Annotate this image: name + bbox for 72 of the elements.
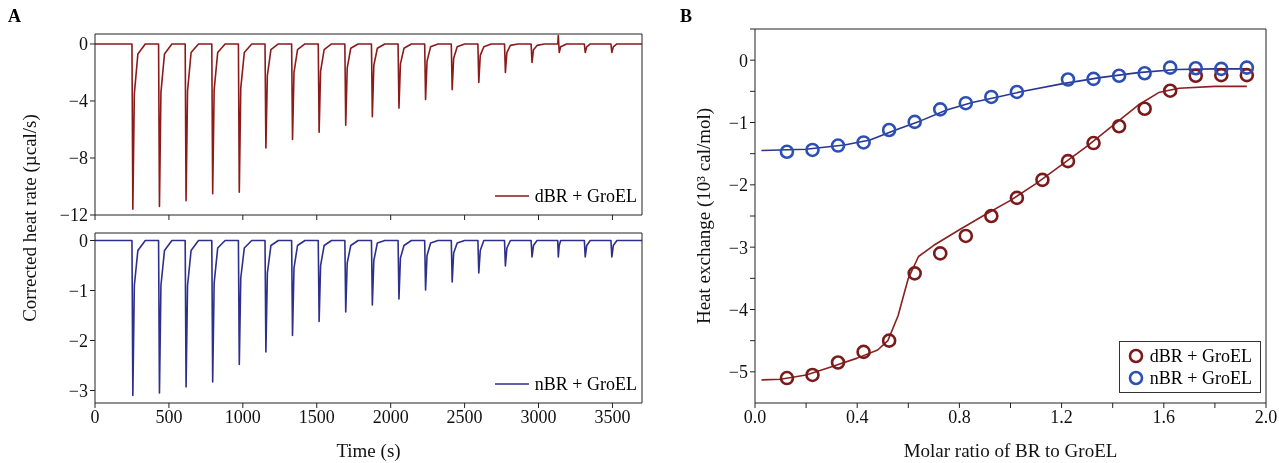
point xyxy=(984,89,999,105)
x-tick-label: 2.0 xyxy=(1254,406,1278,427)
x-axis-title: Molar ratio of BR to GroEL xyxy=(903,440,1118,461)
point xyxy=(779,370,795,386)
y-tick-label: 0 xyxy=(739,50,748,71)
legend-label: nBR + GroEL xyxy=(534,373,637,395)
y-tick-label: −4 xyxy=(68,91,88,112)
x-tick-label: 1.6 xyxy=(1152,406,1176,427)
y-tick-label: −2 xyxy=(68,330,88,351)
x-tick-label: 1000 xyxy=(224,406,261,427)
point xyxy=(1137,101,1152,117)
point xyxy=(881,122,897,138)
y-tick-label: −3 xyxy=(728,237,748,258)
point xyxy=(1162,60,1178,75)
point xyxy=(830,355,846,370)
point xyxy=(1035,172,1050,188)
x-tick-label: 2000 xyxy=(372,406,409,427)
point xyxy=(881,333,897,348)
y-tick-label: 0 xyxy=(79,230,88,251)
y-tick-label: −8 xyxy=(68,148,88,169)
point xyxy=(907,114,922,130)
x-tick-label: 1.2 xyxy=(1050,406,1073,427)
x-tick-label: 0.0 xyxy=(743,406,767,427)
y-axis-title: Heat exchange (10³ cal/mol) xyxy=(693,107,715,324)
text: B xyxy=(680,6,693,27)
x-tick-label: 1500 xyxy=(298,406,335,427)
y-tick-label: −5 xyxy=(728,362,748,383)
point xyxy=(958,228,974,244)
point xyxy=(856,135,871,150)
point xyxy=(907,266,922,281)
point xyxy=(984,208,999,224)
point xyxy=(856,344,871,360)
point xyxy=(1137,65,1152,81)
x-axis-title: Time (s) xyxy=(336,440,401,462)
x-tick-label: 0.4 xyxy=(845,406,869,427)
point xyxy=(958,95,974,111)
text: A xyxy=(8,6,21,27)
point xyxy=(1009,84,1025,100)
point xyxy=(805,367,820,383)
y-tick-label: −4 xyxy=(728,299,748,320)
point xyxy=(1086,71,1101,87)
x-tick-label: 3000 xyxy=(520,406,557,427)
line-series xyxy=(95,239,642,397)
point xyxy=(1162,83,1178,99)
point xyxy=(1239,60,1255,75)
legend-label: dBR + GroEL xyxy=(534,185,637,207)
x-tick-label: 3500 xyxy=(594,406,631,427)
point xyxy=(1111,68,1127,84)
legend-label: dBR + GroEL xyxy=(1149,345,1252,367)
point xyxy=(1009,190,1025,206)
point xyxy=(1086,135,1101,151)
y-tick-label: 0 xyxy=(79,34,88,55)
point xyxy=(805,142,820,158)
point xyxy=(932,246,948,261)
point xyxy=(1111,118,1127,134)
point xyxy=(1060,72,1076,87)
y-tick-label: −1 xyxy=(728,112,748,133)
y-tick-label: −12 xyxy=(59,205,88,226)
y-tick-label: −3 xyxy=(68,380,88,401)
point xyxy=(830,138,846,153)
point xyxy=(1213,61,1229,77)
x-tick-label: 0.8 xyxy=(948,406,971,427)
point xyxy=(1060,153,1076,169)
point xyxy=(1188,60,1204,76)
x-tick-label: 500 xyxy=(155,406,183,427)
y-tick-label: −1 xyxy=(68,280,88,301)
y-tick-label: −2 xyxy=(728,175,748,196)
legend-label: nBR + GroEL xyxy=(1149,367,1252,389)
point xyxy=(932,102,948,117)
x-tick-label: 2500 xyxy=(446,406,483,427)
y-axis-title: Corrected heat rate (µcal/s) xyxy=(19,114,41,322)
point xyxy=(779,144,795,160)
